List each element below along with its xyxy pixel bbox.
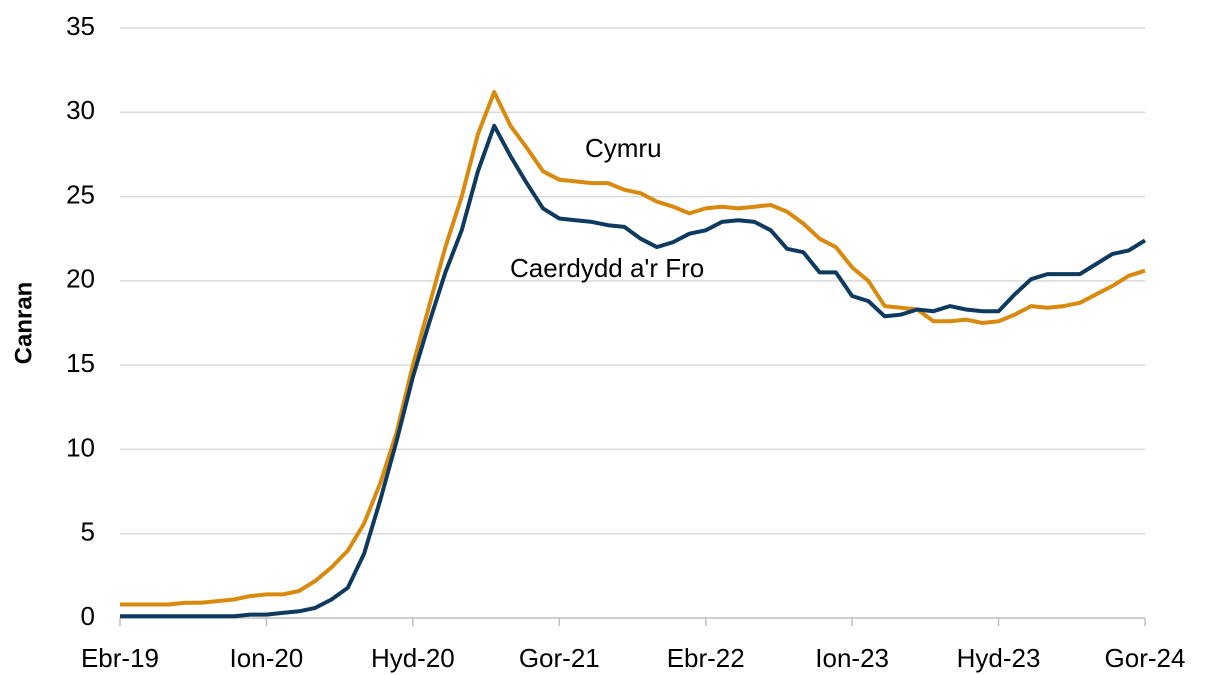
x-tick-label: Ion-23 — [815, 643, 889, 673]
y-axis-label: Canran — [10, 282, 37, 365]
series-label: Cymru — [585, 133, 662, 163]
x-tick-label: Ion-20 — [230, 643, 304, 673]
x-tick-label: Gor-21 — [519, 643, 600, 673]
y-tick-label: 30 — [66, 95, 95, 125]
series-line — [120, 123, 1147, 619]
y-tick-label: 25 — [66, 179, 95, 209]
series-line — [120, 90, 1146, 607]
series-label: Caerdydd a'r Fro — [510, 253, 704, 283]
x-tick-label: Hyd-20 — [371, 643, 455, 673]
x-tick-label: Ebr-22 — [667, 643, 745, 673]
y-tick-label: 15 — [66, 348, 95, 378]
y-tick-label: 35 — [66, 11, 95, 41]
y-tick-label: 5 — [81, 517, 95, 547]
x-tick-label: Gor-24 — [1105, 643, 1186, 673]
y-tick-label: 0 — [81, 601, 95, 631]
y-tick-label: 10 — [66, 432, 95, 462]
x-tick-label: Hyd-23 — [957, 643, 1041, 673]
y-tick-label: 20 — [66, 264, 95, 294]
x-tick-label: Ebr-19 — [81, 643, 159, 673]
